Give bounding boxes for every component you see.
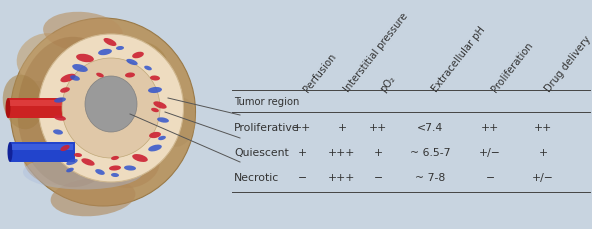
Ellipse shape [66, 168, 74, 172]
Ellipse shape [111, 173, 119, 177]
Text: +++: +++ [329, 148, 356, 158]
Text: Proliferation: Proliferation [490, 40, 535, 94]
Ellipse shape [124, 166, 136, 171]
Ellipse shape [98, 49, 112, 55]
Text: ~ 6.5-7: ~ 6.5-7 [410, 148, 451, 158]
Text: ++: ++ [369, 123, 387, 133]
Text: Interstitial pressure: Interstitial pressure [342, 11, 410, 94]
Bar [10, 142, 75, 162]
Text: Extracellular pH: Extracellular pH [430, 25, 487, 94]
Ellipse shape [149, 132, 161, 138]
Text: Proliferative: Proliferative [234, 123, 300, 133]
Ellipse shape [81, 158, 95, 166]
Ellipse shape [38, 34, 184, 182]
Ellipse shape [8, 142, 12, 162]
Ellipse shape [66, 159, 78, 165]
Ellipse shape [51, 178, 136, 216]
Text: +: + [297, 148, 307, 158]
Ellipse shape [17, 33, 69, 81]
Text: −: − [485, 173, 494, 183]
Text: pO₂: pO₂ [378, 74, 397, 94]
Bar [8, 98, 76, 118]
Ellipse shape [148, 87, 162, 93]
Ellipse shape [126, 59, 138, 65]
Text: −: − [297, 173, 307, 183]
Ellipse shape [116, 46, 124, 50]
Ellipse shape [150, 76, 160, 81]
Text: Tumor region: Tumor region [234, 97, 300, 107]
Text: ++: ++ [534, 123, 552, 133]
Ellipse shape [153, 101, 167, 109]
Ellipse shape [125, 72, 135, 78]
Ellipse shape [144, 66, 152, 70]
Text: Drug delivery: Drug delivery [543, 34, 592, 94]
Ellipse shape [23, 155, 143, 190]
Ellipse shape [53, 129, 63, 135]
Ellipse shape [76, 54, 94, 62]
Ellipse shape [95, 169, 105, 175]
Ellipse shape [160, 97, 196, 147]
Text: <7.4: <7.4 [417, 123, 443, 133]
Bar [10, 100, 74, 106]
Ellipse shape [132, 154, 148, 162]
Ellipse shape [148, 144, 162, 151]
Text: +++: +++ [329, 173, 356, 183]
Ellipse shape [109, 166, 121, 171]
Ellipse shape [18, 37, 128, 187]
Ellipse shape [60, 87, 70, 93]
Ellipse shape [72, 64, 88, 72]
Ellipse shape [3, 75, 43, 129]
Ellipse shape [74, 153, 82, 157]
Text: Perfusion: Perfusion [302, 52, 339, 94]
Ellipse shape [11, 18, 195, 206]
Text: +/−: +/− [479, 148, 501, 158]
Ellipse shape [85, 76, 137, 132]
Ellipse shape [158, 136, 166, 140]
Bar [12, 144, 73, 150]
Text: +: + [539, 148, 548, 158]
Ellipse shape [54, 115, 66, 121]
Ellipse shape [104, 38, 117, 46]
Ellipse shape [43, 12, 123, 52]
Text: ++: ++ [481, 123, 499, 133]
Ellipse shape [157, 117, 169, 123]
Text: −: − [374, 173, 382, 183]
Ellipse shape [132, 52, 144, 58]
Ellipse shape [151, 108, 159, 112]
Ellipse shape [107, 146, 160, 188]
Text: +/−: +/− [532, 173, 554, 183]
Ellipse shape [96, 73, 104, 77]
Ellipse shape [24, 139, 82, 185]
Text: ++: ++ [293, 123, 311, 133]
Text: +: + [337, 123, 346, 133]
Ellipse shape [60, 74, 76, 82]
Text: Necrotic: Necrotic [234, 173, 279, 183]
Ellipse shape [60, 145, 70, 151]
Text: +: + [374, 148, 382, 158]
Text: Quiescent: Quiescent [234, 148, 289, 158]
Text: ~ 7-8: ~ 7-8 [415, 173, 445, 183]
Ellipse shape [5, 98, 11, 118]
Ellipse shape [118, 41, 168, 83]
Ellipse shape [62, 58, 160, 158]
Ellipse shape [54, 97, 66, 103]
Ellipse shape [111, 156, 119, 160]
Ellipse shape [70, 75, 80, 81]
